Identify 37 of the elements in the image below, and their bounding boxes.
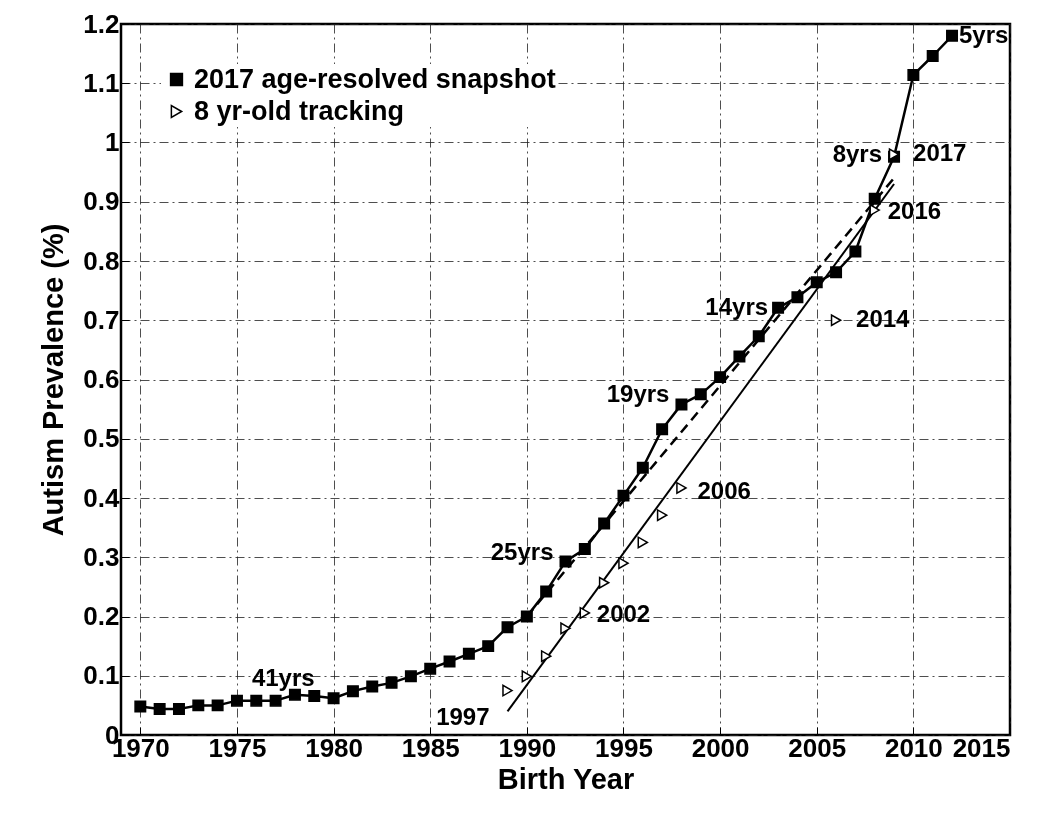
annotation: 25yrs	[490, 538, 554, 566]
annotation: 8yrs	[832, 139, 883, 167]
x-tick-label: 2005	[788, 732, 847, 763]
x-tick-label: 1985	[401, 732, 460, 763]
annotation: 14yrs	[705, 292, 769, 320]
y-tick-label: 0.1	[83, 660, 120, 691]
x-tick-label: 1975	[208, 732, 267, 763]
x-tick-label: 1995	[595, 732, 653, 763]
y-tick-label: 0.5	[83, 423, 120, 454]
y-tick-label: 1.1	[83, 67, 120, 98]
y-tick-label: 0.9	[83, 186, 120, 217]
annotation: 5yrs	[959, 20, 1009, 48]
y-tick-label: 1.2	[83, 8, 120, 39]
y-tick-label: 0.3	[83, 541, 120, 572]
legend-label: 2017 age-resolved snapshot	[194, 63, 556, 94]
y-axis-title: Autism Prevalence (%)	[37, 223, 70, 537]
annotation: 2002	[596, 599, 651, 627]
x-tick-label: 2015	[952, 732, 1011, 763]
y-tick-label: 0.7	[83, 304, 120, 335]
y-tick-label: 0.8	[83, 245, 120, 276]
y-tick-label: 0.4	[83, 482, 121, 513]
legend-label: 8 yr-old tracking	[194, 95, 405, 126]
annotation: 2014	[856, 305, 911, 333]
y-tick-label: 1	[105, 127, 120, 157]
y-tick-label: 0.6	[83, 364, 120, 394]
annotation: 2006	[697, 476, 751, 504]
x-tick-label: 1990	[498, 732, 557, 763]
annotation: 2017	[913, 139, 967, 167]
x-tick-label: 2010	[884, 732, 943, 763]
x-axis-title: Birth Year	[497, 762, 635, 795]
annotation: 19yrs	[606, 380, 670, 408]
x-tick-label: 2000	[691, 732, 750, 763]
annotation: 1997	[436, 702, 490, 730]
annotation: 41yrs	[251, 663, 315, 691]
x-tick-label: 1980	[305, 732, 364, 763]
annotation: 2016	[887, 197, 942, 225]
y-tick-label: 0.2	[83, 601, 120, 631]
